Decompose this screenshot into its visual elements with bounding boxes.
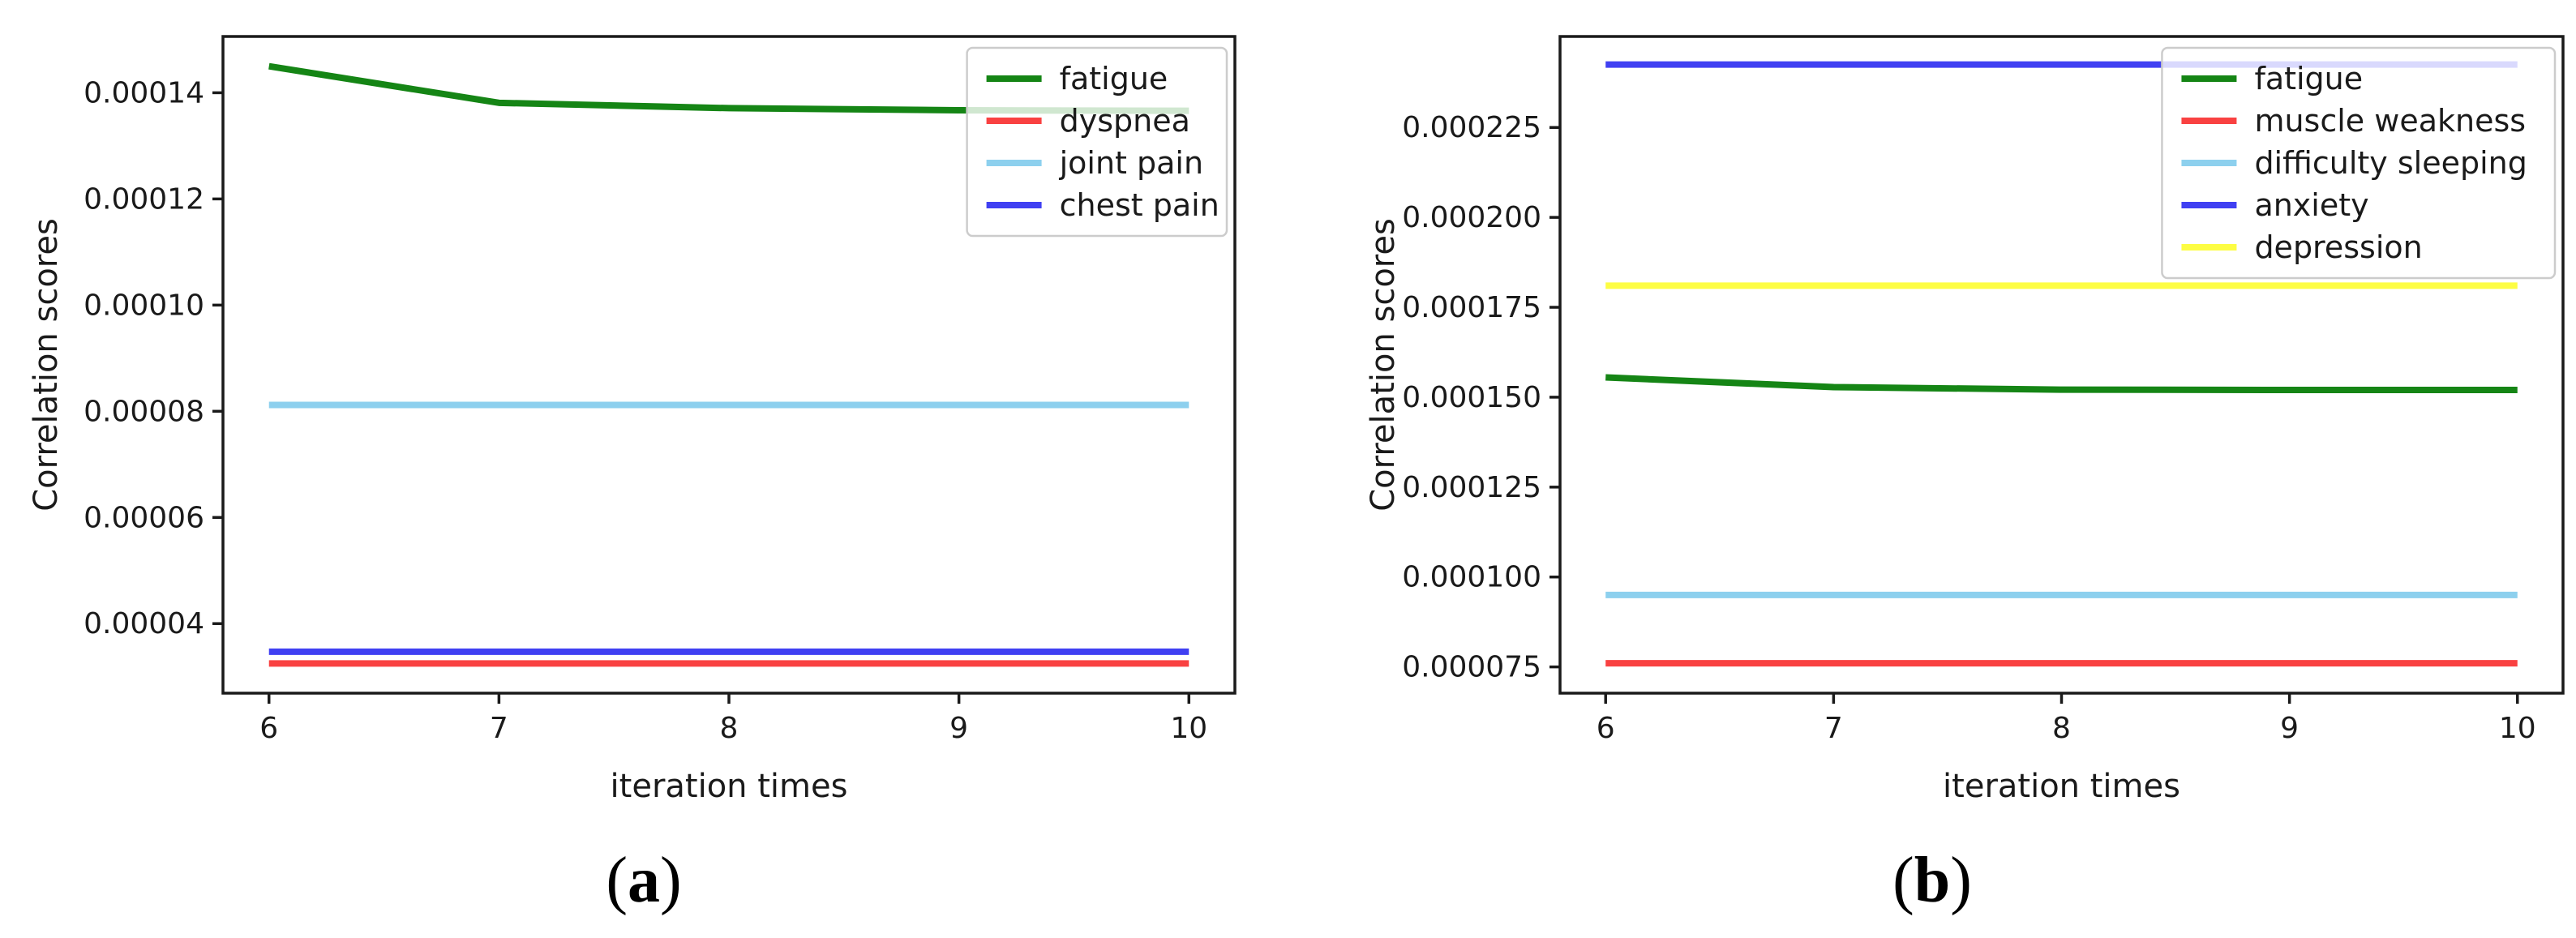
legend-label-depression: depression [2254,229,2422,265]
y-tick-label: 0.000075 [1402,651,1541,684]
y-tick-label: 0.00004 [84,607,204,640]
y-tick-label: 0.00014 [84,76,204,109]
caption-b-open-paren: ( [1892,845,1914,916]
legend-label-fatigue: fatigue [2254,61,2363,96]
legend-label-fatigue: fatigue [1060,61,1168,96]
x-tick-label: 8 [2052,712,2071,745]
caption-a-letter: a [628,845,660,916]
x-tick-label: 9 [2280,712,2299,745]
x-tick-label: 6 [259,712,278,745]
y-tick-label: 0.000225 [1402,111,1541,144]
x-axis-label: iteration times [611,768,848,805]
y-tick-label: 0.00010 [84,289,204,322]
y-tick-label: 0.00012 [84,182,204,216]
x-tick-label: 9 [949,712,968,745]
y-tick-label: 0.000125 [1402,471,1541,504]
legend-box [2161,46,2557,280]
legend-label-chest-pain: chest pain [1060,187,1219,223]
y-tick-label: 0.000150 [1402,381,1541,414]
legend-label-muscle-weakness: muscle weakness [2254,103,2526,139]
legend-box [966,46,1228,238]
chart-a-plot: 0.00004 0.00006 0.00008 0.00010 0.00012 0.000… [28,35,1237,805]
axes-border [1558,35,2565,695]
caption-a-close-paren: ) [660,845,682,916]
y-tick-label: 0.00008 [84,395,204,428]
caption-b-close-paren: ) [1950,845,1972,916]
y-axis-label: Correlation scores [1365,218,1402,512]
caption-a-open-paren: ( [606,845,628,916]
caption-b-letter: b [1914,845,1951,916]
x-tick-label: 6 [1597,712,1615,745]
axes-border [221,35,1237,695]
y-axis-label: Correlation scores [28,218,65,512]
legend-label-anxiety: anxiety [2254,187,2368,223]
y-tick-label: 0.000175 [1402,291,1541,324]
caption-b: (b) [1288,845,2576,916]
caption-a: (a) [0,845,1288,916]
x-tick-label: 10 [1170,712,1207,745]
chart-b-plot: 0.000075 0.000100 0.000125 0.000150 0.000175… [1365,35,2565,805]
legend-label-dyspnea: dyspnea [1060,103,1190,139]
x-tick-label: 7 [490,712,508,745]
x-axis-label: iteration times [1943,768,2180,805]
legend-label-joint-pain: joint pain [1059,145,1203,181]
y-tick-label: 0.00006 [84,501,204,534]
y-tick-label: 0.000100 [1402,561,1541,594]
y-tick-label: 0.000200 [1402,201,1541,234]
x-tick-label: 10 [2499,712,2536,745]
series-line-fatigue [1605,374,2518,394]
x-tick-label: 8 [720,712,739,745]
legend-label-difficulty-sleeping: difficulty sleeping [2254,145,2527,181]
x-tick-label: 7 [1824,712,1843,745]
